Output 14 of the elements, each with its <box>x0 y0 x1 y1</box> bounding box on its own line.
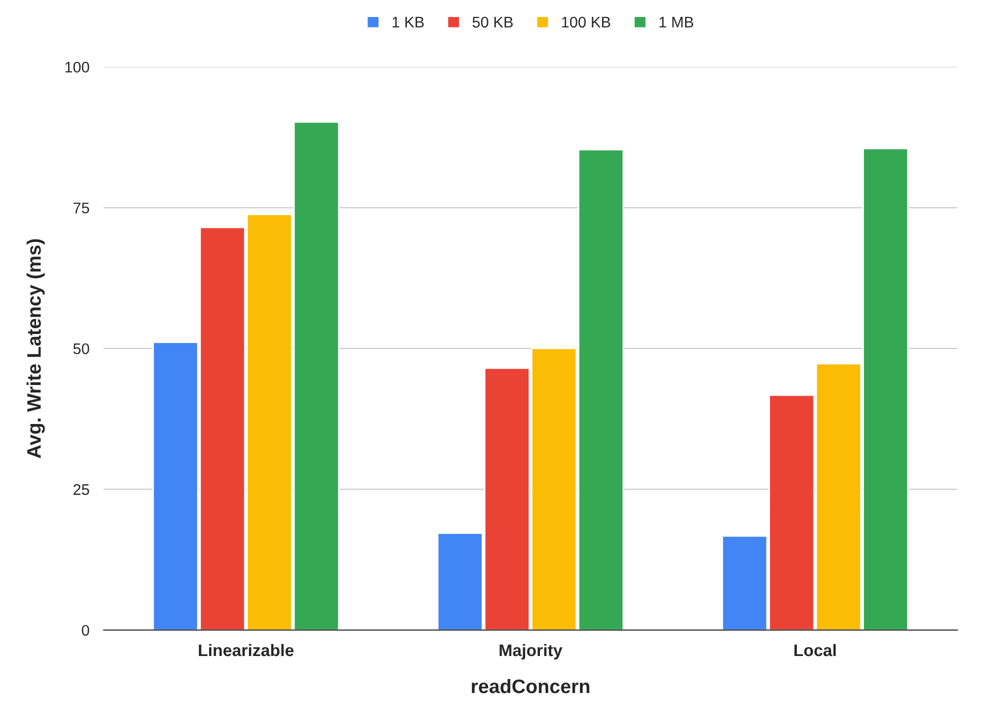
legend-label: 100 KB <box>562 16 610 28</box>
y-tick-label: 25 <box>74 484 90 495</box>
x-axis-title: readConcern <box>472 678 590 694</box>
x-tick-label: Local <box>794 644 836 656</box>
y-tick-label: 100 <box>65 62 90 73</box>
y-tick-label: 0 <box>82 624 90 636</box>
x-tick-label: Majority <box>500 644 562 660</box>
y-tick-label: 50 <box>73 343 90 354</box>
y-axis-title: Avg. Write Latency (ms) <box>26 239 45 458</box>
y-tick-label: 75 <box>74 202 90 214</box>
legend-label: 1 KB <box>392 16 424 28</box>
x-tick-label: Linearizable <box>198 644 294 656</box>
legend-label: 50 KB <box>472 16 513 28</box>
legend-label: 1 MB <box>660 16 694 28</box>
